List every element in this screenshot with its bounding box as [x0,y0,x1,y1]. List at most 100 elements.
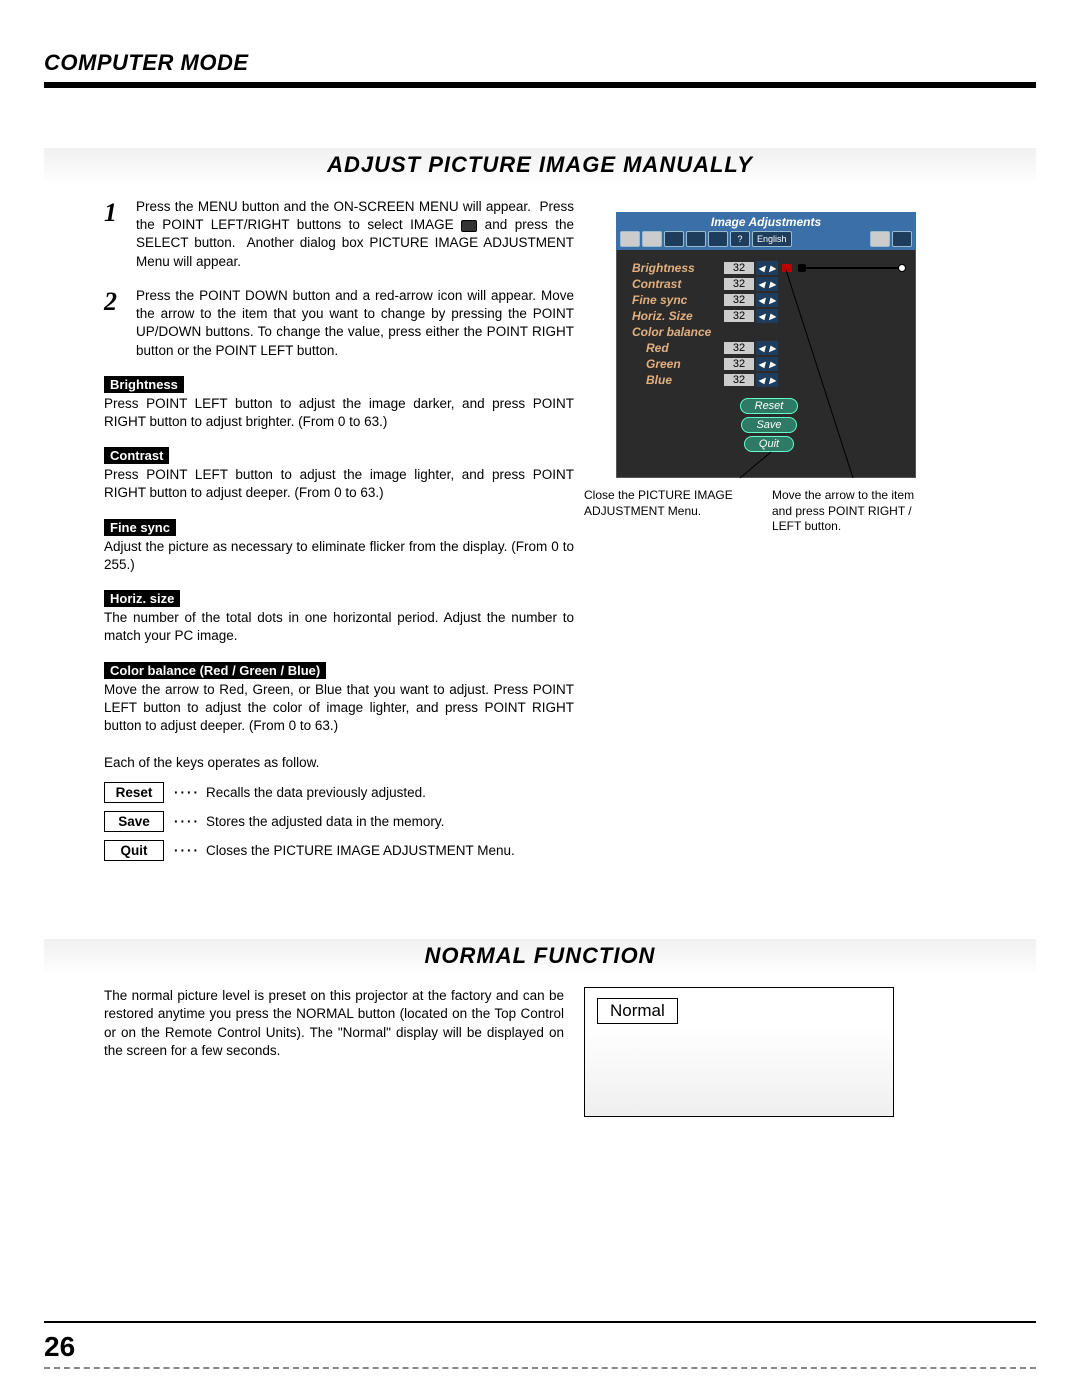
osd-slider [798,264,906,272]
osd-quit-button: Quit [744,436,794,452]
left-arrow-icon: ◀ [756,309,767,323]
osd-finesync-value: 32 [724,294,754,306]
osd-row-horiz: Horiz. Size 32 ◀▶ [632,308,906,324]
osd-brightness-value: 32 [724,262,754,274]
normal-text: The normal picture level is preset on th… [104,987,564,1117]
brightness-text: Press POINT LEFT button to adjust the im… [104,395,574,431]
osd-green-value: 32 [724,358,754,370]
red-arrow-icon [782,264,792,272]
osd-row-red: Red 32 ◀▶ [632,340,906,356]
osd-green-label: Green [646,357,722,371]
brightness-block: Brightness Press POINT LEFT button to ad… [104,376,574,431]
section-title-adjust: ADJUST PICTURE IMAGE MANUALLY [44,148,1036,184]
osd-reset-button: Reset [740,398,799,414]
left-arrow-icon: ◀ [756,277,767,291]
osd-horiz-value: 32 [724,310,754,322]
osd-row-finesync: Fine sync 32 ◀▶ [632,292,906,308]
tab-icon [708,231,728,247]
osd-contrast-value: 32 [724,278,754,290]
osd-brightness-label: Brightness [632,261,722,275]
osd-screenshot: Image Adjustments ? English [616,212,916,478]
osd-colorbal-label: Color balance [632,325,711,339]
step-number-1: 1 [104,198,136,271]
right-arrow-icon: ▶ [767,309,778,323]
left-arrow-icon: ◀ [756,261,767,275]
dots-icon: ···· [174,814,200,829]
dots-icon: ···· [174,785,200,800]
osd-finesync-label: Fine sync [632,293,722,307]
tab-icon [620,231,640,247]
save-key-box: Save [104,811,164,832]
osd-red-label: Red [646,341,722,355]
right-arrow-icon: ▶ [767,261,778,275]
normal-display-box: Normal [584,987,894,1117]
osd-caption-left: Close the PICTURE IMAGE ADJUSTMENT Menu. [584,488,764,535]
osd-captions: Close the PICTURE IMAGE ADJUSTMENT Menu.… [584,488,994,535]
finesync-text: Adjust the picture as necessary to elimi… [104,538,574,574]
osd-row-colorbal: Color balance [632,324,906,340]
image-icon [461,220,477,232]
key-row-quit: Quit ···· Closes the PICTURE IMAGE ADJUS… [104,840,574,861]
tab-icon [664,231,684,247]
osd-row-contrast: Contrast 32 ◀▶ [632,276,906,292]
osd-titlebar: Image Adjustments ? English [616,212,916,250]
left-arrow-icon: ◀ [756,341,767,355]
header-rule [44,82,1036,88]
right-arrow-icon: ▶ [767,277,778,291]
key-row-save: Save ···· Stores the adjusted data in th… [104,811,574,832]
osd-contrast-label: Contrast [632,277,722,291]
reset-key-desc: Recalls the data previously adjusted. [206,785,426,800]
color-text: Move the arrow to Red, Green, or Blue th… [104,681,574,736]
contrast-label: Contrast [104,447,169,464]
dots-icon: ···· [174,843,200,858]
finesync-label: Fine sync [104,519,176,536]
page-number: 26 [44,1331,75,1363]
color-block: Color balance (Red / Green / Blue) Move … [104,662,574,736]
right-arrow-icon: ▶ [767,293,778,307]
osd-row-green: Green 32 ◀▶ [632,356,906,372]
contrast-block: Contrast Press POINT LEFT button to adju… [104,447,574,502]
reset-key-box: Reset [104,782,164,803]
osd-column: Image Adjustments ? English [584,198,994,869]
tab-icon [642,231,662,247]
osd-tabs: ? English [616,231,916,247]
horiz-text: The number of the total dots in one hori… [104,609,574,645]
osd-row-brightness: Brightness 32 ◀▶ [632,260,906,276]
footer-rule [44,1321,1036,1323]
osd-body: Brightness 32 ◀▶ Contrast 32 ◀▶ Fine syn… [616,250,916,458]
tab-icon [686,231,706,247]
step-2: 2 Press the POINT DOWN button and a red-… [104,287,574,360]
left-arrow-icon: ◀ [756,293,767,307]
tab-icon [892,231,912,247]
page-header: COMPUTER MODE [44,50,1036,76]
quit-key-desc: Closes the PICTURE IMAGE ADJUSTMENT Menu… [206,843,515,858]
osd-title: Image Adjustments [616,215,916,229]
horiz-label: Horiz. size [104,590,180,607]
save-key-desc: Stores the adjusted data in the memory. [206,814,444,829]
tab-language: English [752,231,792,247]
section-title-normal: NORMAL FUNCTION [44,939,1036,975]
key-row-reset: Reset ···· Recalls the data previously a… [104,782,574,803]
keys-intro: Each of the keys operates as follow. [104,755,574,770]
footer-dash [44,1367,1036,1369]
osd-blue-value: 32 [724,374,754,386]
brightness-label: Brightness [104,376,184,393]
osd-row-blue: Blue 32 ◀▶ [632,372,906,388]
normal-label: Normal [597,998,678,1024]
tab-icon [870,231,890,247]
step-1: 1 Press the MENU button and the ON-SCREE… [104,198,574,271]
osd-caption-right: Move the arrow to the item and press POI… [772,488,932,535]
left-arrow-icon: ◀ [756,373,767,387]
finesync-block: Fine sync Adjust the picture as necessar… [104,519,574,574]
osd-blue-label: Blue [646,373,722,387]
osd-buttons: Reset Save Quit [632,398,906,452]
step-1-text: Press the MENU button and the ON-SCREEN … [136,198,574,271]
left-arrow-icon: ◀ [756,357,767,371]
step-2-text: Press the POINT DOWN button and a red-ar… [136,287,574,360]
right-arrow-icon: ▶ [767,341,778,355]
instructions-column: 1 Press the MENU button and the ON-SCREE… [104,198,574,869]
color-label: Color balance (Red / Green / Blue) [104,662,326,679]
right-arrow-icon: ▶ [767,373,778,387]
tab-icon: ? [730,231,750,247]
contrast-text: Press POINT LEFT button to adjust the im… [104,466,574,502]
